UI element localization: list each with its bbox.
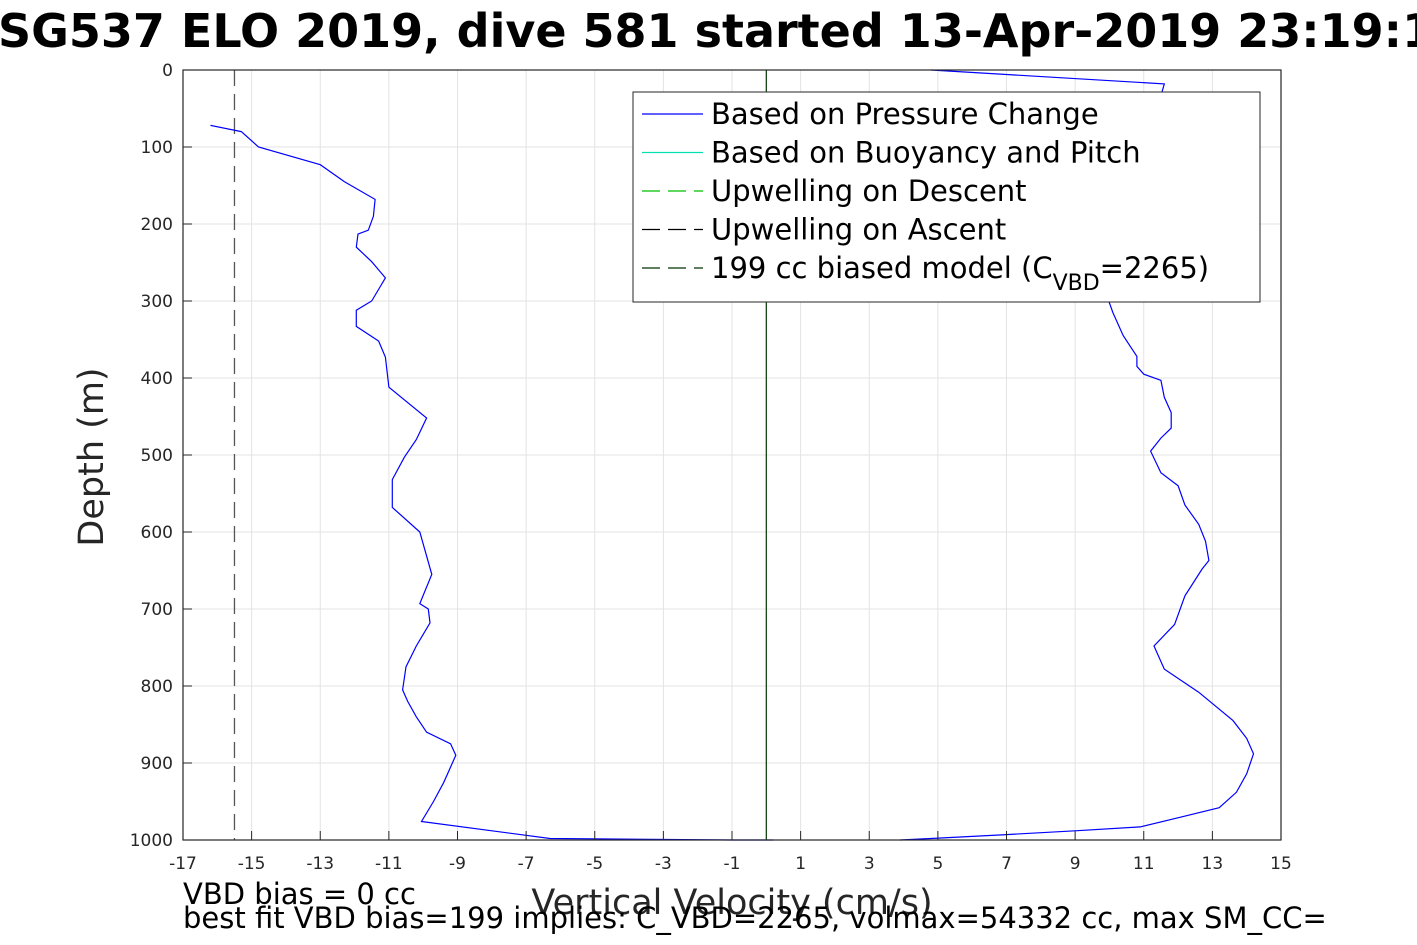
x-tick-label: -3 bbox=[655, 854, 672, 874]
x-tick-label: 3 bbox=[864, 854, 875, 874]
y-tick-label: 100 bbox=[141, 138, 173, 158]
x-tick-label: 5 bbox=[932, 854, 943, 874]
y-tick-label: 200 bbox=[141, 215, 173, 235]
legend-label: Upwelling on Descent bbox=[711, 174, 1027, 208]
y-tick-label: 400 bbox=[141, 369, 173, 389]
y-tick-labels: 0 100 200 300 400 500 600 700 800 900 1000 bbox=[130, 61, 173, 851]
x-tick-label: -7 bbox=[518, 854, 535, 874]
y-axis-label: Depth (m) bbox=[72, 367, 112, 546]
y-tick-label: 500 bbox=[141, 446, 173, 466]
y-tick-label: 700 bbox=[141, 600, 173, 620]
legend-label: Based on Pressure Change bbox=[711, 97, 1099, 131]
x-tick-label: -17 bbox=[169, 854, 197, 874]
x-tick-label: -1 bbox=[724, 854, 741, 874]
best-fit-text: best fit VBD bias=199 implies: C_VBD=226… bbox=[183, 901, 1327, 935]
y-tick-label: 900 bbox=[141, 754, 173, 774]
x-tick-label: 7 bbox=[1001, 854, 1012, 874]
y-tick-label: 600 bbox=[141, 523, 173, 543]
x-tick-label: -11 bbox=[375, 854, 403, 874]
series-line-ascent bbox=[900, 69, 1255, 841]
x-tick-label: 9 bbox=[1070, 854, 1081, 874]
legend-box bbox=[632, 91, 1261, 303]
vbd-bias-text: VBD bias = 0 cc bbox=[183, 877, 416, 911]
legend: Based on Pressure Change Based on Buoyanc… bbox=[632, 91, 1261, 303]
x-tick-label: -15 bbox=[238, 854, 266, 874]
legend-label: Based on Buoyancy and Pitch bbox=[711, 136, 1141, 170]
x-tick-label: 1 bbox=[795, 854, 806, 874]
legend-label: Upwelling on Ascent bbox=[711, 213, 1006, 247]
x-axis-label: Vertical Velocity (cm/s) bbox=[531, 883, 932, 923]
axis-ticks bbox=[182, 69, 1282, 841]
y-tick-label: 300 bbox=[141, 292, 173, 312]
y-tick-label: 0 bbox=[162, 61, 173, 81]
x-tick-label: -9 bbox=[449, 854, 466, 874]
x-tick-label: 13 bbox=[1202, 854, 1224, 874]
x-tick-label: -13 bbox=[306, 854, 334, 874]
y-tick-label: 1000 bbox=[130, 831, 173, 851]
x-tick-labels: -17 -15 -13 -11 -9 -7 -5 -3 -1 1 3 5 7 9 11 13 15 bbox=[169, 854, 1292, 874]
y-tick-label: 800 bbox=[141, 677, 173, 697]
x-tick-label: 15 bbox=[1270, 854, 1292, 874]
x-tick-label: 11 bbox=[1133, 854, 1155, 874]
chart-title: SG537 ELO 2019, dive 581 started 13-Apr-… bbox=[0, 4, 1417, 58]
series-line-descent bbox=[210, 124, 774, 841]
x-tick-label: -5 bbox=[586, 854, 603, 874]
